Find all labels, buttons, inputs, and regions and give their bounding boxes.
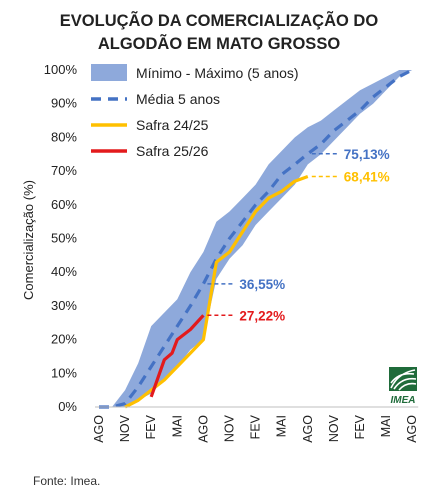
chart-title-line2: ALGODÃO EM MATO GROSSO <box>98 33 340 53</box>
y-tick-label: 60% <box>51 197 77 212</box>
series-line-m-dia-5-anos <box>99 68 413 409</box>
x-tick-label: FEV <box>144 414 158 439</box>
y-tick-label: 0% <box>58 399 77 414</box>
y-tick-label: 100% <box>44 62 78 77</box>
x-tick-label: AGO <box>405 415 419 443</box>
x-tick-label: MAI <box>379 415 393 437</box>
annotation-label: 68,41% <box>344 169 390 184</box>
x-axis: AGO NOV FEV MAI AGO NOV FEV MAI AGO NOV FEV MAI AGO <box>92 406 419 443</box>
x-tick-label: NOV <box>118 414 132 442</box>
legend-label: Média 5 anos <box>136 91 220 107</box>
legend-swatch-band <box>91 64 127 81</box>
y-axis-label: Comercialização (%) <box>21 180 36 300</box>
annotation-label: 27,22% <box>239 308 285 323</box>
x-tick-label: NOV <box>327 414 341 442</box>
x-tick-label: MAI <box>275 415 289 437</box>
y-axis-ticks: 0% 10% 20% 30% 40% 50% 60% 70% 80% 90% 100% <box>44 62 78 414</box>
legend-label: Mínimo - Máximo (5 anos) <box>136 65 299 81</box>
imea-logo-stripes <box>390 369 417 391</box>
series-lines-layer <box>99 68 413 409</box>
series-line-safra-25-26 <box>149 314 205 398</box>
y-tick-label: 90% <box>51 96 77 111</box>
y-tick-label: 40% <box>51 264 77 279</box>
y-tick-label: 80% <box>51 129 77 144</box>
y-tick-label: 70% <box>51 163 77 178</box>
x-tick-label: FEV <box>353 414 367 439</box>
x-tick-label: NOV <box>223 414 237 442</box>
min-max-band <box>99 70 413 407</box>
y-tick-label: 20% <box>51 332 77 347</box>
y-tick-label: 10% <box>51 365 77 380</box>
annotation-label: 36,55% <box>239 277 285 292</box>
chart-title-line1: EVOLUÇÃO DA COMERCIALIZAÇÃO DO <box>60 10 379 30</box>
x-tick-label: AGO <box>301 415 315 443</box>
y-tick-label: 50% <box>51 231 77 246</box>
legend-label: Safra 24/25 <box>136 117 209 133</box>
y-tick-label: 30% <box>51 298 77 313</box>
min-max-band-layer <box>99 70 413 407</box>
annotation-label: 75,13% <box>344 147 390 162</box>
imea-logo: IMEA <box>389 367 417 406</box>
legend: Mínimo - Máximo (5 anos) Média 5 anos Safr… <box>91 64 299 159</box>
legend-label: Safra 25/26 <box>136 143 209 159</box>
source-note: Fonte: Imea. <box>33 474 100 488</box>
x-tick-label: FEV <box>249 414 263 439</box>
x-tick-label: AGO <box>92 415 106 443</box>
imea-logo-text: IMEA <box>391 395 416 406</box>
annotations-layer: 75,13% 68,41% 36,55% 27,22% <box>207 147 390 323</box>
x-tick-label: MAI <box>170 415 184 437</box>
x-tick-label: AGO <box>196 415 210 443</box>
